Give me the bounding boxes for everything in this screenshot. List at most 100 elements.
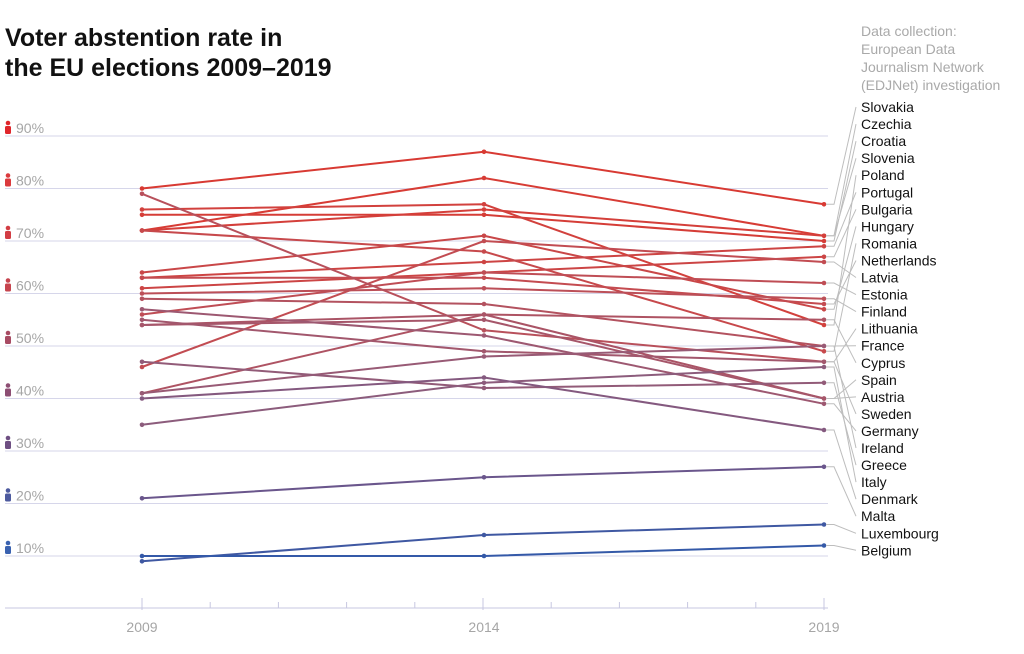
person-icon — [5, 330, 11, 344]
person-icon — [5, 173, 11, 187]
data-point — [821, 317, 827, 323]
label-leaders — [826, 106, 857, 551]
country-label: Slovenia — [861, 150, 915, 166]
series-hungary — [139, 233, 827, 312]
data-point — [139, 364, 145, 370]
data-point — [481, 553, 487, 559]
y-tick-label: 90% — [16, 120, 44, 136]
note-line: Journalism Network — [861, 59, 985, 75]
data-point — [821, 259, 827, 265]
country-label: Greece — [861, 457, 907, 473]
country-label: Slovakia — [861, 99, 914, 115]
series-malta — [139, 464, 827, 501]
data-point — [139, 191, 145, 197]
label-leader-line — [826, 192, 857, 247]
data-point — [139, 317, 145, 323]
data-point — [139, 207, 145, 212]
data-point — [481, 249, 487, 254]
data-point — [139, 559, 145, 564]
data-point — [481, 532, 487, 538]
country-label: Romania — [861, 235, 917, 251]
data-point — [139, 296, 145, 302]
series-germany — [139, 307, 827, 407]
data-point — [821, 543, 827, 548]
y-tick-label: 40% — [16, 383, 44, 399]
data-point — [139, 307, 145, 312]
country-label: Sweden — [861, 406, 912, 422]
label-leader-line — [826, 382, 857, 466]
y-tick-label: 10% — [16, 540, 44, 556]
data-point — [139, 186, 145, 191]
data-point — [481, 475, 487, 480]
data-point — [139, 553, 145, 559]
series-line — [141, 465, 825, 500]
data-point — [821, 343, 827, 349]
data-point — [139, 359, 145, 365]
data-point — [481, 212, 487, 218]
y-tick-label: 50% — [16, 330, 44, 346]
y-tick-label: 30% — [16, 435, 44, 451]
series-lines — [139, 149, 827, 564]
person-icon — [5, 488, 11, 502]
x-tick-label: 2019 — [808, 619, 839, 635]
data-point — [481, 175, 487, 181]
country-label: Belgium — [861, 542, 912, 558]
label-leader-line — [826, 545, 857, 551]
data-point — [821, 202, 827, 207]
series-line — [141, 376, 825, 431]
country-label: France — [861, 338, 905, 354]
note-line: (EDJNet) investigation — [861, 77, 1000, 93]
label-leader-line — [826, 106, 857, 205]
person-icon — [5, 225, 11, 239]
y-tick-label: 80% — [16, 173, 44, 189]
label-leader-line — [826, 429, 857, 500]
data-point — [481, 333, 487, 338]
data-point — [139, 322, 145, 328]
series-latvia — [139, 238, 827, 370]
country-label: Lithuania — [861, 321, 918, 337]
label-leader-line — [826, 319, 857, 364]
data-point — [821, 301, 827, 307]
data-point — [139, 270, 145, 275]
person-icon — [5, 120, 11, 134]
data-point — [821, 359, 827, 365]
country-label: Hungary — [861, 218, 914, 234]
country-label: Ireland — [861, 440, 904, 456]
series-croatia — [139, 212, 827, 244]
person-icon — [5, 540, 11, 554]
data-point — [821, 522, 827, 527]
y-tick-label: 20% — [16, 488, 44, 504]
data-point — [821, 380, 827, 386]
label-leader-line — [826, 243, 857, 352]
series-italy — [139, 364, 827, 428]
label-leader-line — [826, 140, 857, 242]
data-point — [139, 228, 145, 233]
label-leader-line — [826, 361, 857, 415]
label-leader-line — [826, 396, 857, 399]
country-label: Bulgaria — [861, 201, 913, 217]
country-label: Germany — [861, 423, 919, 439]
person-icon — [5, 278, 11, 292]
data-point — [481, 354, 487, 359]
data-point — [821, 238, 827, 244]
series-greece — [139, 359, 827, 391]
title-line: Voter abstention rate in — [5, 24, 282, 52]
data-point — [821, 349, 827, 354]
country-label: Netherlands — [861, 252, 937, 268]
data-point — [139, 291, 145, 296]
data-point — [481, 317, 487, 323]
label-leader-line — [826, 466, 857, 517]
x-tick-label: 2009 — [126, 619, 157, 635]
data-point — [821, 244, 827, 249]
series-sweden — [139, 317, 827, 365]
series-line — [141, 203, 825, 326]
data-point — [821, 396, 827, 401]
country-label: Croatia — [861, 133, 906, 149]
label-leader-line — [826, 158, 857, 237]
data-point — [139, 422, 145, 428]
data-point — [139, 391, 145, 396]
data-point — [481, 259, 487, 265]
y-tick-label: 60% — [16, 278, 44, 294]
